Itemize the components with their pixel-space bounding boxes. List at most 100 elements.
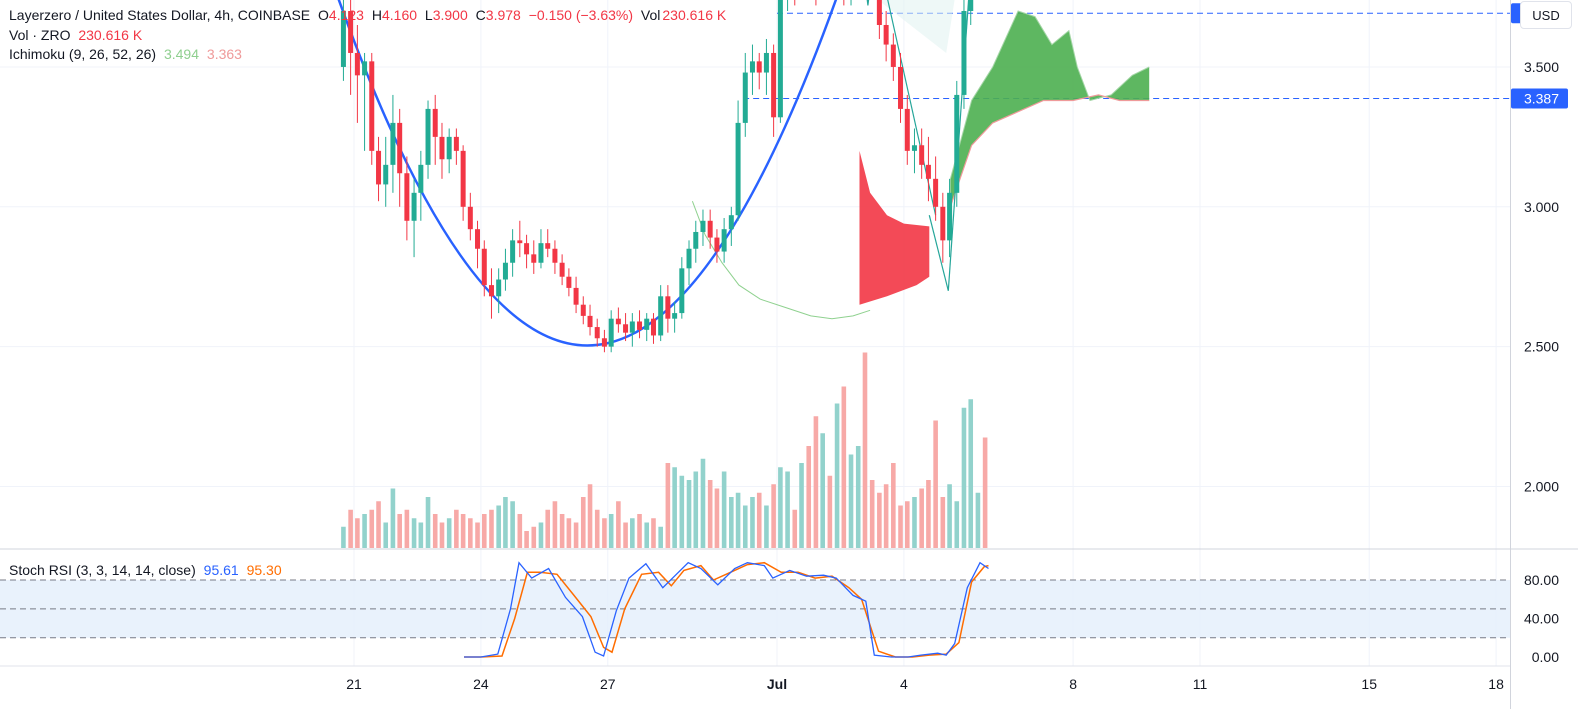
ichimoku-value-2: 3.363 [206,46,242,62]
volume-bar [439,522,445,548]
time-tick-label: 8 [1069,676,1077,692]
volume-bars [341,352,988,548]
candle-body [637,321,643,330]
candle-body [411,192,417,221]
candle-body [947,192,953,241]
volume-bar [933,420,938,548]
price-label-box [1511,88,1568,109]
candle-body [700,220,706,232]
volume-bar [651,518,656,548]
candle-body [679,268,685,314]
time-tick-label: 27 [600,676,616,692]
candle-body [686,248,692,269]
volume-bar [446,518,452,548]
ichimoku-lagging-span [691,201,871,320]
volume-bar [968,399,974,548]
pattern-line [928,215,949,291]
volume-bar [608,514,614,548]
candle-body [481,248,487,286]
legend-volume: Vol · ZRO 230.616 K [9,27,146,43]
candle-body [383,164,389,185]
ichimoku-label: Ichimoku (9, 26, 52, 26) [9,46,157,62]
volume-bar [693,471,699,548]
currency-button[interactable]: USD [1520,1,1572,29]
candle-body [354,52,360,76]
ichimoku-span-b [949,94,1150,207]
candle-body [623,324,629,333]
candle-body [475,229,481,249]
volume-bar [700,458,706,548]
volume-bar [778,467,783,548]
volume-bar [961,407,967,548]
candle-body [517,240,523,244]
candle-body [771,52,777,118]
candle-body [721,229,727,252]
candle-body [728,215,734,230]
legend-open: O4.123 [318,7,364,23]
volume-bar [975,492,981,548]
time-tick-label: 4 [900,676,908,692]
candle-body [538,243,544,263]
time-tick-label: 24 [473,676,489,692]
candle-body [756,61,762,73]
volume-bar [926,480,931,548]
volume-bar [982,437,988,548]
pattern-fill [878,0,955,53]
candle-body [925,164,931,179]
candle-body [735,122,741,216]
volume-bar [883,484,889,548]
volume-bar [820,433,825,548]
candle-body [467,206,473,230]
volume-bar [630,518,635,548]
candle-body [644,318,650,330]
volume-bar [404,509,410,548]
volume-bar [785,471,790,548]
candle-body [904,108,910,151]
candle-body [348,11,354,53]
stoch-tick-label: 0.00 [1532,649,1559,665]
candle-body [362,61,368,76]
volume-bar [376,501,381,548]
volume-bar [862,352,868,548]
volume-bar [806,446,812,548]
candle-body [714,237,720,252]
volume-bar [623,522,628,548]
volume-bar [552,501,558,548]
volume-bar [764,505,769,548]
volume-bar [735,492,741,548]
candle-body [566,276,572,288]
volume-bar [616,501,621,548]
ichimoku-bear-cloud [859,150,930,305]
candle-body [488,285,494,297]
candle-body [672,313,678,319]
volume-bar [397,514,402,548]
stoch-k-value: 95.61 [203,562,239,578]
candle-body [545,243,551,249]
volume-bar [390,488,396,548]
volume-bar [503,497,508,548]
candle-body [552,248,558,263]
volume-bar [454,509,459,548]
candle-body [446,136,452,160]
volume-bar [411,518,417,548]
price-tick-label: 3.500 [1524,59,1559,75]
candle-body [460,150,466,207]
volume-bar [559,514,565,548]
volume-bar [904,501,910,548]
volume-bar [362,514,367,548]
candle-body [559,262,565,277]
volume-bar [919,488,924,548]
price-tick-label: 2.000 [1524,479,1559,495]
volume-bar [348,509,353,548]
legend-stoch-rsi: Stoch RSI (3, 3, 14, 14, close) 95.61 95… [9,562,286,578]
candle-body [397,122,403,174]
candle-body [898,66,904,109]
volume-bar [841,386,847,548]
stoch-rsi-lines [464,561,989,658]
candle-body [742,72,748,123]
candle-body [933,178,939,207]
stoch-d-line [464,561,989,658]
ichimoku-bull-cloud [950,11,1150,207]
